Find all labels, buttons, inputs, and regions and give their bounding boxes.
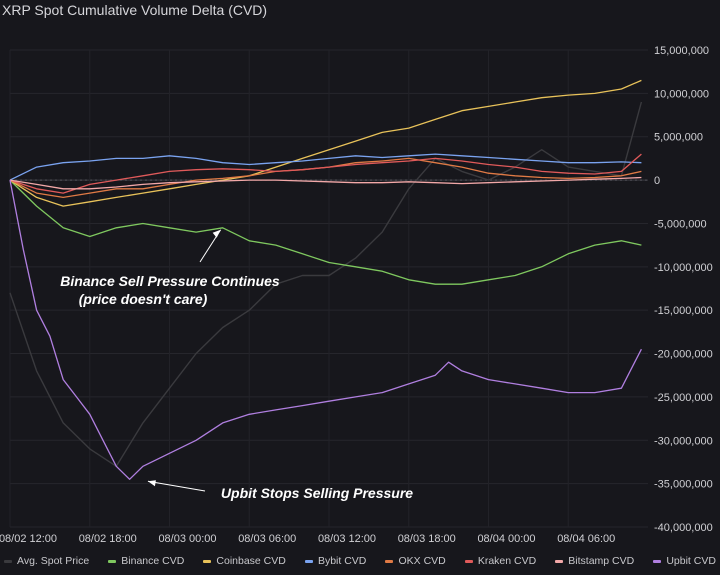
legend-item[interactable]: Coinbase CVD — [203, 555, 286, 567]
legend-item[interactable]: Binance CVD — [108, 555, 184, 567]
x-tick-label: 08/03 18:00 — [398, 533, 456, 545]
annotation-binance-sub: (price doesn't care) — [79, 291, 208, 307]
annotations: Binance Sell Pressure Continues (price do… — [60, 229, 413, 501]
annotation-arrow — [147, 480, 206, 492]
series-lines — [9, 79, 643, 480]
series-line-coinbase-cvd — [9, 79, 642, 207]
legend-swatch — [464, 559, 473, 563]
legend-swatch — [555, 559, 564, 563]
y-tick-label: 15,000,000 — [654, 45, 709, 57]
legend: Avg. Spot Price Binance CVD Coinbase CVD By… — [0, 552, 720, 570]
y-tick-label: -5,000,000 — [654, 218, 707, 230]
y-tick-label: -25,000,000 — [654, 392, 713, 404]
series-line-okx-cvd — [9, 157, 642, 199]
x-axis: 08/02 12:00 08/02 18:00 08/03 00:00 08/03 0… — [0, 533, 615, 545]
y-tick-label: -10,000,000 — [654, 262, 713, 274]
legend-label: Kraken CVD — [477, 555, 537, 567]
series-line-upbit-cvd — [9, 179, 642, 480]
legend-swatch — [203, 559, 212, 563]
series-line-bitstamp-cvd — [9, 176, 642, 190]
legend-swatch — [304, 559, 313, 563]
legend-item[interactable]: Bitstamp CVD — [555, 555, 634, 567]
annotation-binance: Binance Sell Pressure Continues — [60, 273, 280, 289]
legend-label: Avg. Spot Price — [17, 555, 90, 567]
legend-item[interactable]: Upbit CVD — [653, 555, 716, 567]
legend-swatch — [653, 559, 662, 563]
legend-label: Bybit CVD — [317, 555, 367, 567]
x-tick-label: 08/03 06:00 — [238, 533, 296, 545]
y-tick-label: 10,000,000 — [654, 88, 709, 100]
series-line-bybit-cvd — [9, 153, 642, 181]
x-tick-label: 08/02 18:00 — [79, 533, 137, 545]
y-tick-label: -40,000,000 — [654, 522, 713, 534]
annotation-arrowhead — [147, 480, 156, 487]
legend-label: Bitstamp CVD — [568, 555, 635, 567]
series-line-binance-cvd — [9, 179, 642, 285]
legend-item[interactable]: Bybit CVD — [304, 555, 367, 567]
legend-label: Upbit CVD — [666, 555, 716, 567]
y-axis: 15,000,000 10,000,000 5,000,000 0 -5,000,000… — [654, 45, 713, 534]
y-tick-label: -20,000,000 — [654, 349, 713, 361]
legend-item[interactable]: Kraken CVD — [464, 555, 537, 567]
annotation-upbit: Upbit Stops Selling Pressure — [221, 485, 413, 501]
legend-label: Coinbase CVD — [216, 555, 286, 567]
x-tick-label: 08/02 12:00 — [0, 533, 57, 545]
legend-item[interactable]: Avg. Spot Price — [4, 555, 89, 567]
y-tick-label: -15,000,000 — [654, 305, 713, 317]
legend-swatch — [108, 559, 117, 563]
legend-label: OKX CVD — [398, 555, 446, 567]
cvd-chart: 15,000,000 10,000,000 5,000,000 0 -5,000,000… — [0, 45, 713, 545]
y-tick-label: 5,000,000 — [654, 132, 703, 144]
x-tick-label: 08/03 12:00 — [318, 533, 376, 545]
x-tick-label: 08/04 06:00 — [557, 533, 615, 545]
y-tick-label: -30,000,000 — [654, 435, 713, 447]
legend-label: Binance CVD — [121, 555, 185, 567]
legend-item[interactable]: OKX CVD — [385, 555, 446, 567]
x-tick-label: 08/03 00:00 — [158, 533, 216, 545]
y-tick-label: 0 — [654, 175, 660, 187]
y-tick-label: -35,000,000 — [654, 479, 713, 491]
x-tick-label: 08/04 00:00 — [477, 533, 535, 545]
annotation-arrowhead — [212, 229, 221, 238]
series-line-kraken-cvd — [9, 153, 642, 194]
chart-title: XRP Spot Cumulative Volume Delta (CVD) — [2, 2, 268, 18]
legend-swatch — [4, 559, 12, 563]
legend-swatch — [385, 559, 394, 563]
